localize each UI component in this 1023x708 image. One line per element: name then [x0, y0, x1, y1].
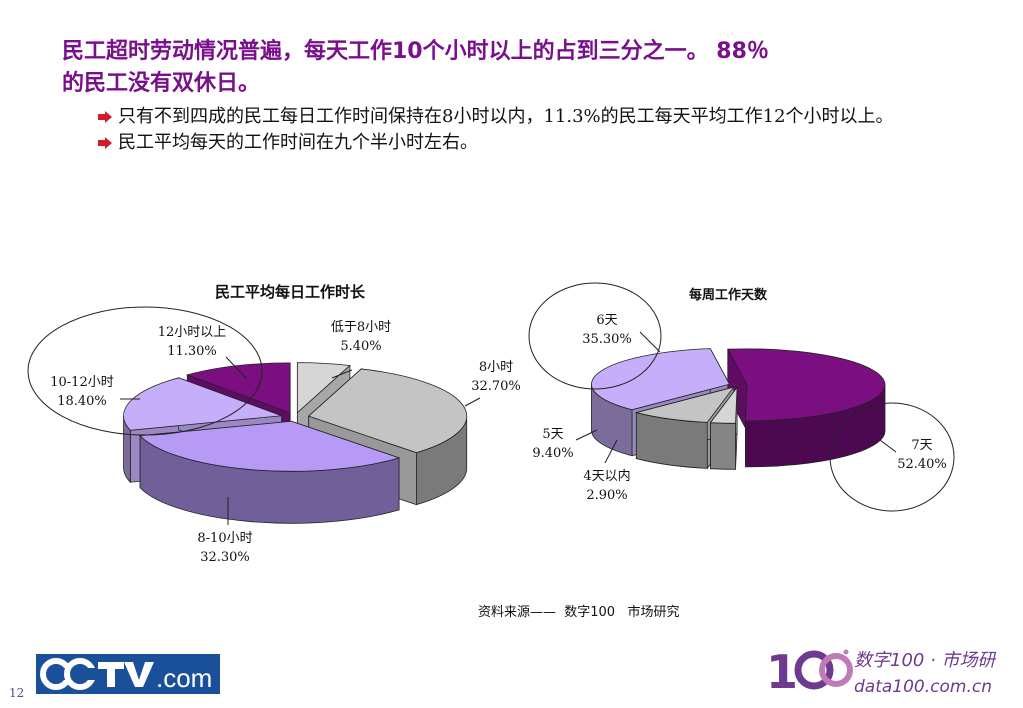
pie-slice-7: [727, 348, 886, 422]
slice-label: 8-10小时: [197, 531, 252, 546]
leader-line: [331, 369, 353, 379]
bullet-item: 民工平均每天的工作时间在九个半小时左右。: [98, 130, 918, 156]
pie-slice-6: [591, 348, 731, 411]
slice-label: 5天: [542, 427, 563, 442]
slice-label: 10-12小时: [50, 375, 113, 390]
svg-text:data100.com.cn: data100.com.cn: [854, 677, 992, 697]
highlight-ellipse: [829, 402, 955, 512]
arrow-bullet-icon: [98, 137, 112, 149]
pie-slice-12: [185, 362, 291, 414]
highlight-ellipse: [528, 282, 662, 390]
cctv-logo: .com: [36, 654, 220, 694]
leader-line: [879, 439, 897, 453]
page-number: 12: [9, 686, 25, 700]
slice-label: 8小时: [479, 360, 513, 375]
slice-value-label: 2.90%: [586, 488, 627, 503]
chart-title: 民工平均每日工作时长: [215, 283, 366, 301]
chart-title: 每周工作天数: [689, 287, 768, 303]
slice-value-label: 35.30%: [582, 332, 632, 347]
slice-value-label: 11.30%: [167, 344, 217, 359]
leader-line: [604, 439, 618, 464]
slice-label: 低于8小时: [331, 320, 391, 335]
leader-line: [575, 429, 598, 441]
highlight-ellipse: [27, 306, 263, 436]
slice-label: 7天: [911, 438, 932, 453]
svg-text:.com: .com: [156, 663, 212, 693]
leader-line: [464, 397, 481, 407]
headline-line-2: 的民工没有双休日。: [62, 71, 261, 96]
pie-slice-8-10: [139, 420, 401, 472]
data100-logo: 1 数字100 · 市场研究 data100.com.cn: [766, 645, 996, 698]
arrow-bullet-icon: [98, 111, 112, 123]
headline: 民工超时劳动情况普遍，每天工作10个小时以上的占到三分之一。 88％ 的民工没有…: [62, 36, 972, 100]
slice-value-label: 52.40%: [897, 457, 947, 472]
slice-value-label: 18.40%: [57, 394, 107, 409]
svg-text:1: 1: [766, 645, 798, 698]
leader-line: [639, 331, 661, 353]
source-note: 资料来源—— 数字100 市场研究: [478, 605, 680, 620]
slice-value-label: 32.30%: [200, 550, 250, 565]
pie-slice-side: [710, 422, 736, 470]
pie-slice-10-12: [123, 377, 282, 431]
bullet-item: 只有不到四成的民工每日工作时间保持在8小时以内，11.3%的民工每天平均工作12…: [98, 104, 918, 130]
headline-line-1: 民工超时劳动情况普遍，每天工作10个小时以上的占到三分之一。 88％: [62, 39, 769, 64]
svg-text:数字100 · 市场研究: 数字100 · 市场研究: [854, 650, 996, 671]
pie-slice-8: [296, 362, 351, 414]
slice-value-label: 32.70%: [471, 379, 521, 394]
pie-slice-4: [709, 386, 738, 424]
slice-value-label: 5.40%: [340, 339, 381, 354]
pie-slice-8: [307, 368, 468, 454]
bullet-text: 只有不到四成的民工每日工作时间保持在8小时以内，11.3%的民工每天平均工作12…: [118, 106, 894, 127]
bullet-text: 民工平均每天的工作时间在九个半小时左右。: [118, 132, 478, 153]
slice-label: 4天以内: [583, 468, 630, 484]
slice-label: 6天: [596, 313, 617, 328]
slice-value-label: 9.40%: [532, 446, 573, 461]
leader-line: [225, 356, 247, 379]
pie-slice-5: [634, 386, 735, 423]
pie-chart-weekly-days: 每周工作天数 7天 52.40% 4天以内 2.90% 5天 9.40% 6天 35.30%: [528, 282, 955, 512]
slice-label: 12小时以上: [158, 325, 227, 340]
bullet-list: 只有不到四成的民工每日工作时间保持在8小时以内，11.3%的民工每天平均工作12…: [98, 104, 918, 156]
